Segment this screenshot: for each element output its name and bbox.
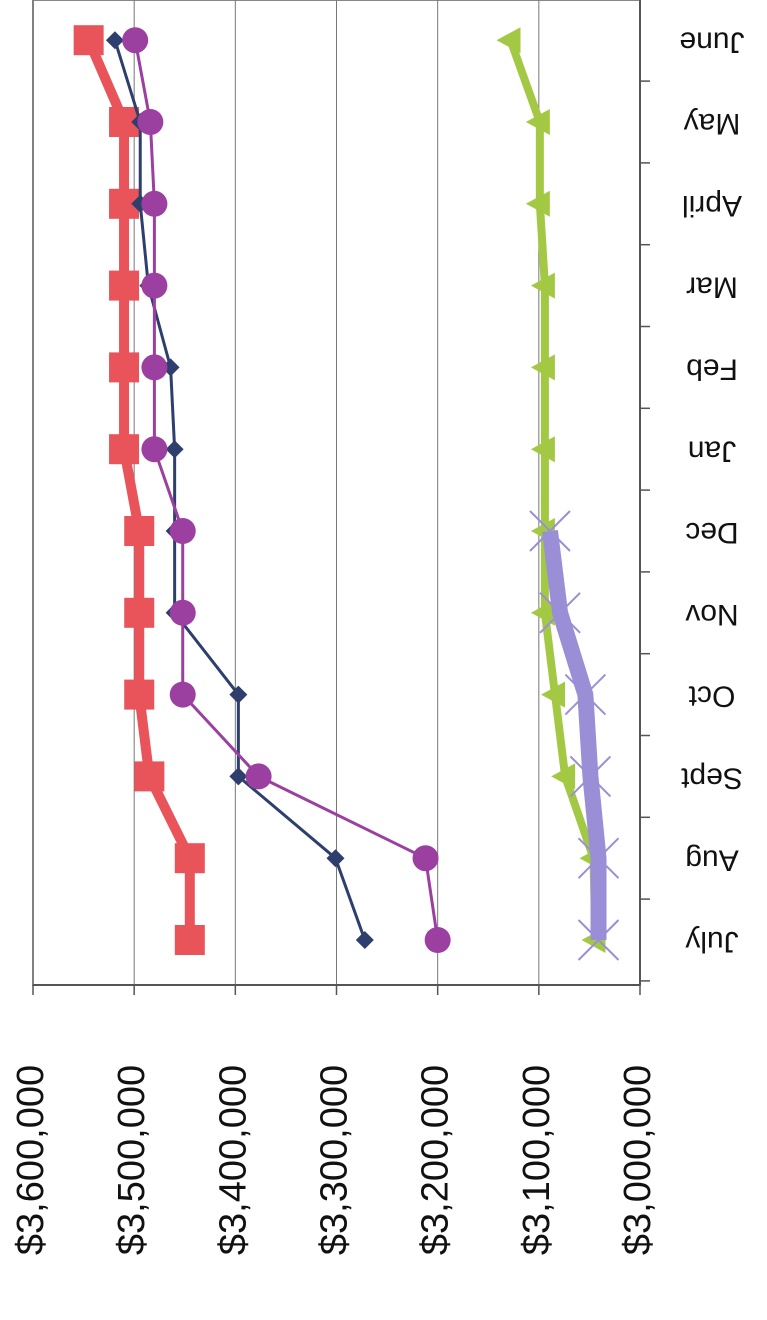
x-tick-label: Oct bbox=[688, 680, 735, 713]
marker bbox=[73, 25, 104, 56]
marker bbox=[169, 518, 196, 544]
marker bbox=[141, 436, 168, 463]
x-tick-label: Feb bbox=[686, 352, 738, 385]
x-tick-label: April bbox=[682, 189, 742, 222]
y-tick-label: $3,500,000 bbox=[111, 1065, 153, 1255]
marker bbox=[569, 755, 612, 798]
marker bbox=[122, 27, 149, 54]
marker bbox=[577, 919, 620, 961]
series-line bbox=[113, 39, 367, 941]
x-tick-label: June bbox=[679, 25, 744, 58]
series-line bbox=[133, 39, 440, 941]
marker bbox=[525, 109, 550, 135]
marker bbox=[165, 440, 184, 459]
marker bbox=[141, 354, 168, 381]
marker bbox=[529, 510, 571, 552]
y-tick-label: $3,300,000 bbox=[314, 1065, 356, 1255]
x-tick-label: Jan bbox=[688, 434, 736, 467]
marker bbox=[530, 354, 555, 381]
marker bbox=[124, 679, 155, 710]
x-tick-label: July bbox=[685, 925, 738, 958]
series-line bbox=[542, 530, 607, 940]
marker bbox=[169, 599, 196, 626]
y-tick-label: $3,000,000 bbox=[617, 1065, 659, 1255]
x-tick-label: Mar bbox=[686, 271, 738, 304]
marker bbox=[134, 761, 165, 792]
y-tick-label: $3,200,000 bbox=[415, 1065, 457, 1255]
x-tick-label: Nov bbox=[685, 598, 738, 631]
y-tick-label: $3,400,000 bbox=[212, 1065, 254, 1255]
marker bbox=[109, 270, 140, 301]
marker bbox=[124, 597, 155, 628]
x-tick-label: Aug bbox=[685, 843, 738, 876]
marker bbox=[109, 352, 140, 383]
marker bbox=[530, 272, 555, 299]
marker bbox=[326, 849, 345, 868]
x-tick-label: May bbox=[684, 107, 741, 140]
marker bbox=[551, 763, 576, 790]
marker bbox=[141, 272, 168, 299]
marker bbox=[169, 681, 196, 708]
marker bbox=[174, 843, 205, 874]
marker bbox=[577, 837, 620, 879]
marker bbox=[109, 434, 140, 465]
marker bbox=[137, 109, 164, 135]
marker bbox=[530, 599, 555, 626]
marker bbox=[355, 931, 374, 949]
marker bbox=[229, 685, 248, 704]
marker bbox=[530, 436, 555, 463]
marker bbox=[525, 190, 550, 217]
marker bbox=[496, 27, 521, 54]
marker bbox=[245, 763, 272, 790]
x-tick-label: Dec bbox=[685, 516, 738, 549]
marker bbox=[564, 673, 607, 716]
series-line bbox=[506, 38, 600, 941]
marker bbox=[541, 681, 566, 708]
marker bbox=[229, 767, 248, 786]
marker bbox=[141, 190, 168, 217]
y-tick-label: $3,600,000 bbox=[10, 1065, 52, 1255]
marker bbox=[424, 927, 451, 953]
y-tick-label: $3,100,000 bbox=[516, 1065, 558, 1255]
marker bbox=[174, 925, 205, 955]
marker bbox=[539, 592, 581, 634]
x-tick-label: Sept bbox=[680, 761, 742, 794]
marker bbox=[124, 516, 155, 546]
marker bbox=[412, 845, 439, 872]
marker bbox=[105, 31, 124, 50]
